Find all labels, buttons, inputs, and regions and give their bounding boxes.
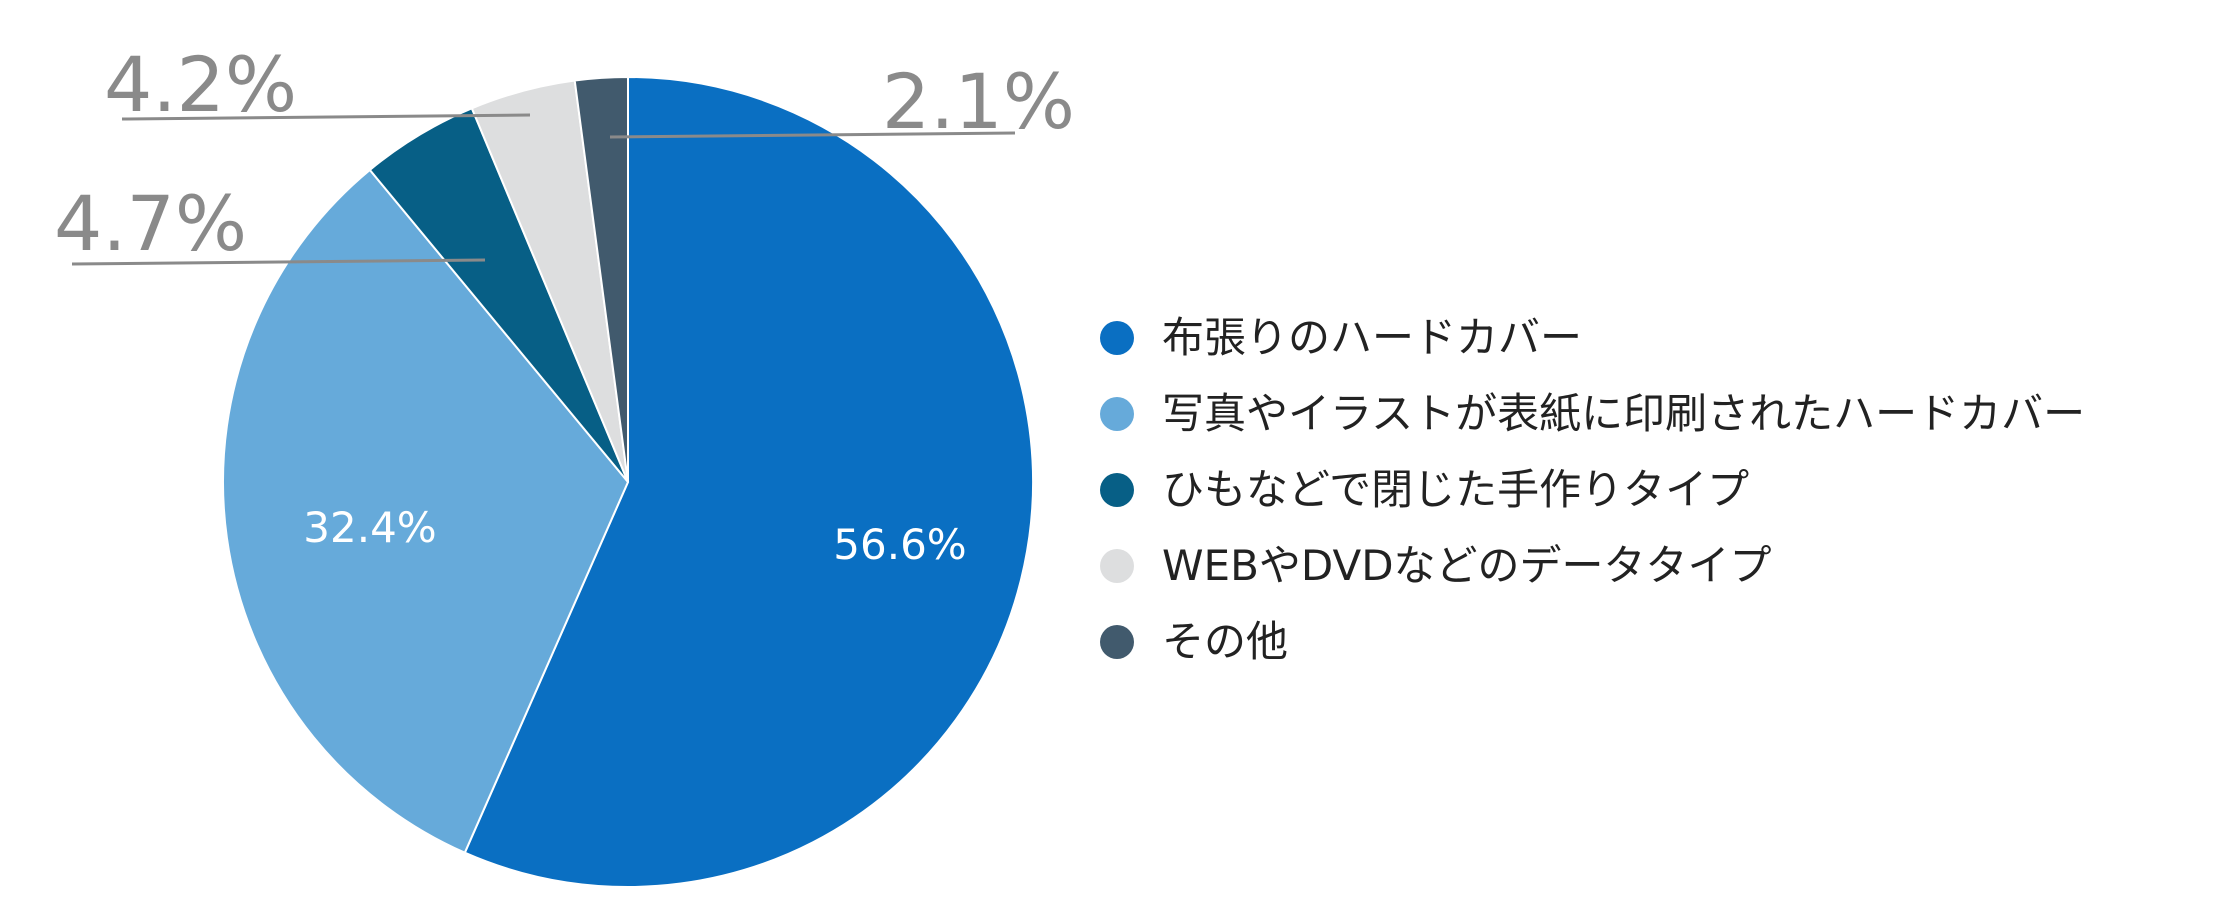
legend-label: WEBやDVDなどのデータタイプ (1162, 541, 1772, 590)
legend-swatch (1100, 321, 1134, 355)
legend-swatch (1100, 473, 1134, 507)
legend-swatch (1100, 549, 1134, 583)
legend-label: その他 (1162, 617, 1289, 666)
data-label-data-type: 4.2% (104, 40, 297, 129)
legend-item-other: その他 (1100, 604, 2220, 680)
legend-label: 写真やイラストが表紙に印刷されたハードカバー (1162, 389, 2086, 438)
leader-line-data-type (121, 113, 531, 121)
legend-swatch (1100, 625, 1134, 659)
legend-label: ひもなどで閉じた手作りタイプ (1162, 465, 1750, 514)
data-label-other: 2.1% (882, 57, 1075, 146)
pie-slice-other (573, 75, 629, 483)
legend-item-data-type: WEBやDVDなどのデータタイプ (1100, 528, 2220, 604)
legend-item-printed-hardcover: 写真やイラストが表紙に印刷されたハードカバー (1100, 376, 2220, 452)
data-label-cloth-hardcover: 56.6% (833, 520, 966, 569)
legend-label: 布張りのハードカバー (1162, 313, 1583, 362)
data-label-handmade-bound: 4.7% (54, 179, 247, 268)
data-label-printed-hardcover: 32.4% (303, 503, 436, 552)
chart-legend: 布張りのハードカバー 写真やイラストが表紙に印刷されたハードカバー ひもなどで閉… (1100, 300, 2220, 680)
legend-item-cloth-hardcover: 布張りのハードカバー (1100, 300, 2220, 376)
legend-swatch (1100, 397, 1134, 431)
leader-line-other (609, 131, 1016, 139)
pie-slice-printed-hardcover (222, 168, 630, 854)
leader-line-handmade-bound (71, 258, 486, 266)
legend-item-handmade-bound: ひもなどで閉じた手作りタイプ (1100, 452, 2220, 528)
